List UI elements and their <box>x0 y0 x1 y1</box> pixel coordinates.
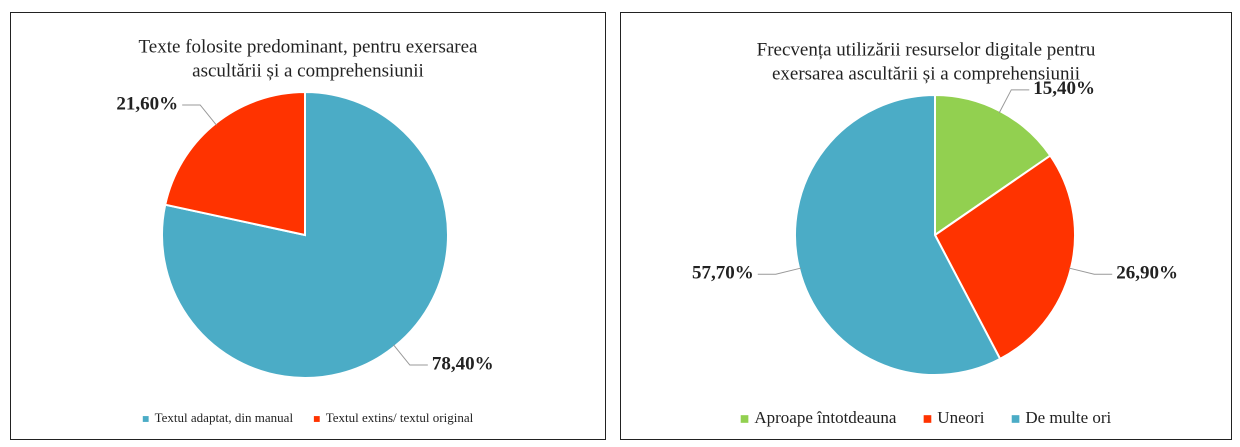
chart-title: exersarea ascultării și a comprehensiuni… <box>772 63 1080 84</box>
chart-title: Texte folosite predominant, pentru exers… <box>139 36 479 57</box>
leader-line <box>998 89 1030 114</box>
data-label: 21,60% <box>116 93 178 114</box>
data-label: 78,40% <box>432 353 494 374</box>
data-label: 57,70% <box>692 263 754 284</box>
leader-line <box>182 104 217 126</box>
legend-label: Uneori <box>937 408 984 427</box>
legend-swatch <box>142 416 149 422</box>
chart-title: Frecvența utilizării resurselor digitale… <box>757 39 1096 60</box>
data-label: 26,90% <box>1116 263 1178 284</box>
leader-line <box>757 267 802 275</box>
legend-swatch <box>313 416 320 422</box>
legend-label: Aproape întotdeauna <box>754 408 897 427</box>
legend-swatch <box>740 415 749 423</box>
legend-swatch <box>1011 415 1020 423</box>
legend-label: Textul adaptat, din manual <box>155 410 294 425</box>
leader-line <box>1068 267 1113 275</box>
legend-label: De multe ori <box>1025 408 1111 427</box>
leader-line <box>393 344 428 366</box>
legend-swatch <box>923 415 932 423</box>
legend-label: Textul extins/ textul original <box>326 410 474 425</box>
chart-title: ascultării și a comprehensiunii <box>192 60 424 81</box>
data-label: 15,40% <box>1033 78 1095 99</box>
